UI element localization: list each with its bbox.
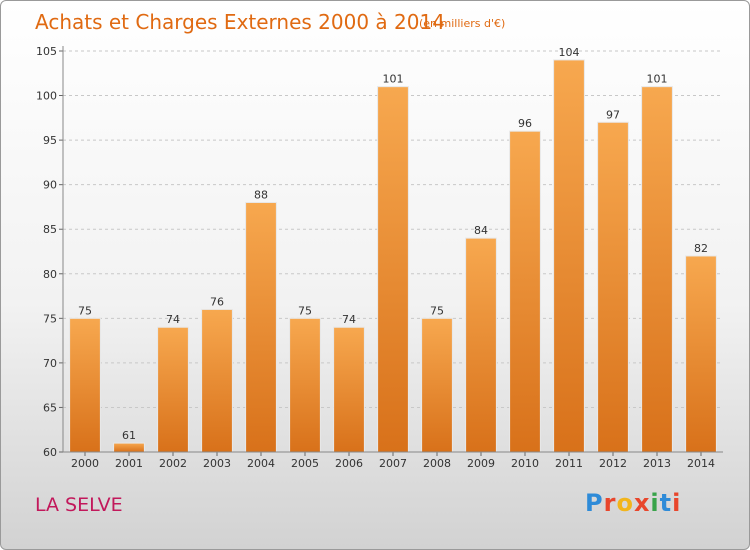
bars: 75 61 74 76 88 75 74 101 75 84 96 104 97 101 82 <box>69 46 717 453</box>
logo-letter: r <box>603 489 617 517</box>
logo-letter: P <box>585 489 604 517</box>
bar-2007 <box>377 86 409 453</box>
x-tick-label-2001: 2001 <box>115 457 143 470</box>
y-tick-label: 65 <box>43 401 57 414</box>
x-tick-label-2002: 2002 <box>159 457 187 470</box>
y-tick-label: 105 <box>36 45 57 58</box>
bar-2009 <box>465 237 497 453</box>
x-tick-label-2000: 2000 <box>71 457 99 470</box>
bar-2014 <box>685 255 717 453</box>
bar-2001 <box>113 442 145 453</box>
y-tick-label: 90 <box>43 179 57 192</box>
y-tick-label: 95 <box>43 134 57 147</box>
bar-2008 <box>421 317 453 453</box>
value-label-2010: 96 <box>518 117 532 130</box>
y-tick-label: 100 <box>36 90 57 103</box>
value-label-2012: 97 <box>606 108 620 121</box>
chart-title: Achats et Charges Externes 2000 à 2014 <box>35 10 445 34</box>
x-tick-label-2005: 2005 <box>291 457 319 470</box>
y-tick-label: 80 <box>43 268 57 281</box>
x-tick-label-2008: 2008 <box>423 457 451 470</box>
bar-2000 <box>69 317 101 453</box>
bar-2002 <box>157 326 189 453</box>
value-label-2008: 75 <box>430 304 444 317</box>
x-axis: 2000 2001 2002 2003 2004 2005 2006 2007 2008 2009… <box>63 451 723 470</box>
proxiti-logo[interactable]: Proxiti <box>585 489 681 517</box>
logo-letter: i <box>650 489 660 517</box>
x-tick-label-2012: 2012 <box>599 457 627 470</box>
value-label-2011: 104 <box>559 46 580 59</box>
value-label-2001: 61 <box>122 429 136 442</box>
bar-2006 <box>333 326 365 453</box>
x-tick-label-2013: 2013 <box>643 457 671 470</box>
value-label-2007: 101 <box>383 73 404 86</box>
y-axis: 60 65 70 75 80 85 90 95 100 105 <box>36 45 64 459</box>
bar-2005 <box>289 317 321 453</box>
x-tick-label-2006: 2006 <box>335 457 363 470</box>
x-tick-label-2003: 2003 <box>203 457 231 470</box>
logo-letter: i <box>672 489 682 517</box>
value-label-2006: 74 <box>342 313 356 326</box>
y-tick-label: 85 <box>43 223 57 236</box>
y-tick-label: 75 <box>43 312 57 325</box>
y-tick-label: 60 <box>43 446 57 459</box>
value-label-2014: 82 <box>694 242 708 255</box>
chart-subtitle: (en milliers d'€) <box>419 17 505 30</box>
logo-letter: o <box>616 489 634 517</box>
x-tick-label-2004: 2004 <box>247 457 275 470</box>
value-label-2005: 75 <box>298 304 312 317</box>
x-tick-label-2007: 2007 <box>379 457 407 470</box>
bar-2004 <box>245 201 277 453</box>
bar-2012 <box>597 121 629 453</box>
value-label-2000: 75 <box>78 304 92 317</box>
x-tick-label-2009: 2009 <box>467 457 495 470</box>
x-tick-label-2014: 2014 <box>687 457 715 470</box>
bar-2010 <box>509 130 541 453</box>
bar-2011 <box>553 59 585 453</box>
y-tick-label: 70 <box>43 357 57 370</box>
logo-letter: t <box>659 489 673 517</box>
city-name: LA SELVE <box>35 494 123 516</box>
value-label-2003: 76 <box>210 295 224 308</box>
bar-2003 <box>201 308 233 453</box>
x-tick-label-2011: 2011 <box>555 457 583 470</box>
value-label-2004: 88 <box>254 188 268 201</box>
bar-2013 <box>641 86 673 453</box>
logo-letter: x <box>633 489 651 517</box>
value-label-2002: 74 <box>166 313 180 326</box>
value-label-2009: 84 <box>474 224 488 237</box>
value-label-2013: 101 <box>647 73 668 86</box>
x-tick-label-2010: 2010 <box>511 457 539 470</box>
